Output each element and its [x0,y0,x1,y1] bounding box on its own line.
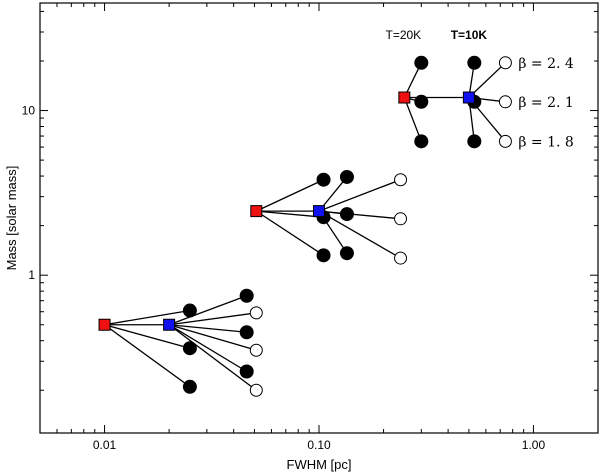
connector-line [318,210,401,220]
data-point-filled [182,341,197,356]
data-point-open [394,173,408,187]
connector-line [256,210,324,218]
data-point-open [249,306,263,320]
x-tick-label: 0.10 [307,438,331,452]
annotation-beta-2-1: β = 2. 1 [518,95,573,111]
data-point-open [498,134,512,148]
data-point-filled [339,169,354,184]
data-point-filled [467,55,482,70]
annotation-beta-1-8: β = 1. 8 [518,134,573,150]
data-point-open [394,251,408,265]
data-point-filled [316,248,331,263]
connector-line [318,179,401,212]
connector-line [318,210,401,259]
data-point-t20-square [98,318,111,331]
data-point-filled [414,134,429,149]
connector-line [169,312,257,326]
data-point-open [498,56,512,70]
data-point-open [394,212,408,226]
y-axis-label: Mass [solar mass] [4,166,19,271]
connector-line [168,324,248,373]
x-axis-label: FWHM [pc] [287,457,352,472]
annotation-t20: T=20K [385,28,421,42]
annotation-layer: T=20K T=10K β = 2. 4 β = 2. 1 β = 1. 8 [385,28,573,151]
data-point-filled [239,325,254,340]
data-point-open [498,95,512,109]
data-point-filled [339,246,354,261]
connector-line [168,295,247,326]
data-point-filled [414,94,429,109]
data-point-t10-square [163,318,176,331]
data-point-t20-square [398,91,411,104]
connector-line [104,324,191,388]
data-point-filled [239,364,254,379]
data-point-open [249,343,263,357]
data-point-filled [339,207,354,222]
x-tick-label: 1.00 [522,438,546,452]
connector-line [403,97,422,142]
data-point-filled [182,303,197,318]
connector-line [169,324,247,333]
y-tick-label: 1 [28,268,35,282]
data-point-filled [316,172,331,187]
y-tick-label: 10 [22,104,36,118]
data-point-filled [239,288,254,303]
connector-line [468,62,506,98]
connector-line [256,179,324,212]
plot-layer: 0.01 0.10 1.00 1 10 [22,2,599,452]
annotation-t10: T=10K [451,28,488,42]
data-point-t10-square [462,91,475,104]
connector-line [168,324,257,351]
data-point-filled [182,379,197,394]
data-point-filled [467,134,482,149]
connector-line [104,324,191,349]
x-tick-label: 0.01 [93,438,117,452]
data-point-open [249,383,263,397]
connector-line [168,324,257,391]
data-point-t10-square [313,205,325,218]
connector-line [104,309,190,326]
data-point-filled [414,55,429,70]
connector-line [255,210,324,256]
data-point-t20-square [250,205,263,218]
annotation-beta-2-4: β = 2. 4 [518,56,574,72]
